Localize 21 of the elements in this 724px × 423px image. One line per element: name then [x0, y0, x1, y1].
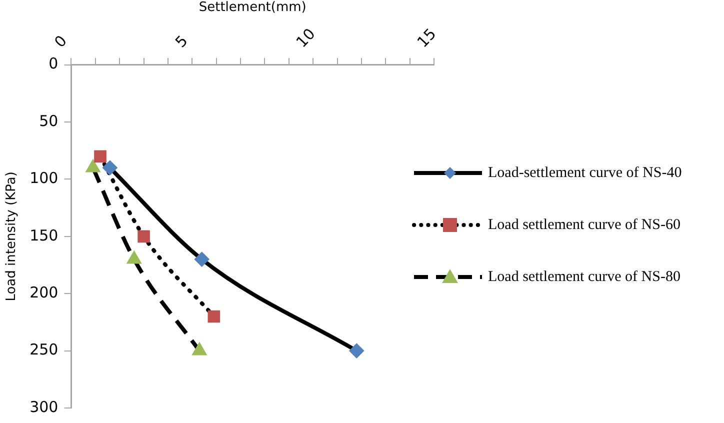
x-axis-title: Settlement(mm) [198, 0, 306, 16]
legend-label: Load-settlement curve of NS-40 [488, 164, 682, 182]
point [194, 252, 210, 267]
x-tick-label: 5 [172, 32, 192, 52]
y-axis-title: Load intensity (KPa) [4, 172, 20, 302]
y-tick-label: 300 [30, 398, 58, 416]
y-tick-label: 250 [30, 340, 58, 359]
point [138, 230, 150, 243]
y-tick-label: 150 [30, 226, 58, 244]
point [102, 160, 118, 176]
point [94, 150, 106, 163]
point [208, 310, 220, 323]
x-tick-label: 10 [292, 24, 319, 52]
legend-label: Load settlement curve of NS-60 [488, 216, 680, 234]
x-tick-label: 15 [414, 24, 440, 52]
y-tick-label: 100 [30, 169, 58, 188]
y-tick-label: 0 [48, 54, 58, 73]
y-tick-label: 50 [39, 112, 58, 130]
point [349, 343, 364, 358]
legend-label: Load settlement curve of NS-80 [488, 268, 680, 286]
y-tick-label: 200 [30, 284, 58, 302]
